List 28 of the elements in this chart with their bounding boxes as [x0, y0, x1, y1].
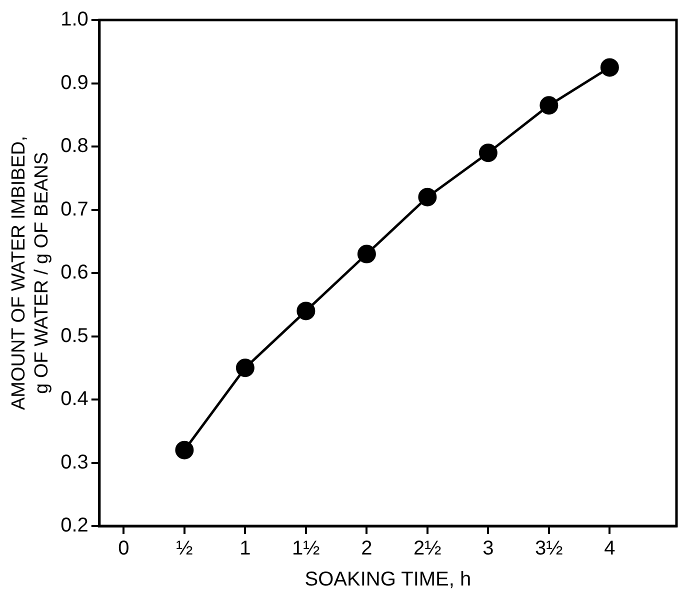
y-tick-label: 0.4: [60, 388, 88, 410]
point: [175, 440, 194, 460]
x-tick-label: 3½: [535, 538, 564, 560]
x-tick-label: 0: [118, 538, 130, 560]
x-tick-label: 2½: [414, 538, 442, 560]
y-tick-label: 0.9: [60, 72, 88, 94]
point: [357, 244, 376, 264]
y-axis-title: AMOUNT OF WATER IMBIBED, g OF WATER / g OF BEANS: [8, 136, 52, 410]
point: [478, 144, 498, 162]
x-tick-label: 1: [240, 538, 251, 560]
x-tick-label: 2: [361, 538, 372, 560]
x-tick-label: 1½: [292, 538, 320, 560]
y-tick-label: 0.7: [60, 198, 88, 220]
y-tick-label: 0.2: [60, 514, 88, 537]
y-tick-label: 1.0: [60, 8, 88, 31]
x-tick-label: 4: [604, 538, 616, 560]
y-tick-label: 0.8: [60, 135, 88, 158]
y-tick-label: 0.6: [60, 262, 88, 284]
x-tick-label: 3: [482, 538, 494, 560]
point: [296, 302, 316, 320]
point: [600, 58, 619, 77]
point: [418, 188, 437, 206]
y-tick-label: 0.3: [60, 451, 88, 474]
x-axis-title: SOAKING TIME, h: [304, 568, 472, 591]
y-tick-label: 0.5: [60, 324, 88, 347]
x-tick-label: ½: [176, 538, 194, 560]
point: [236, 358, 254, 378]
point: [540, 96, 558, 115]
